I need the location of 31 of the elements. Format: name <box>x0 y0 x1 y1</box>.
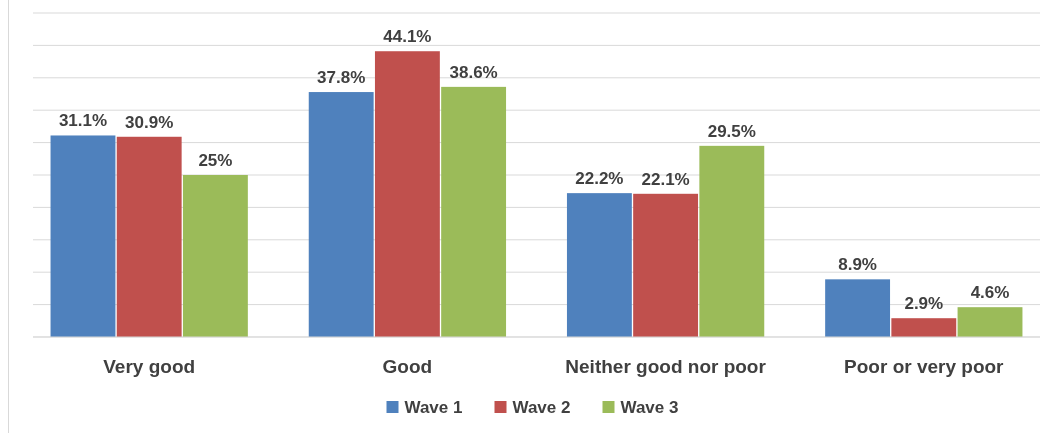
bar <box>957 307 1023 337</box>
bar <box>633 193 699 337</box>
data-label: 8.9% <box>838 255 877 275</box>
data-label: 31.1% <box>58 111 108 131</box>
x-tick-label: Neither good nor poor <box>565 356 767 377</box>
data-label: 2.9% <box>904 294 944 314</box>
bar <box>116 136 182 337</box>
bar <box>441 86 507 337</box>
bar <box>825 279 891 337</box>
data-label: 29.5% <box>707 121 756 141</box>
data-label: 44.1% <box>383 27 432 47</box>
legend-label: Wave 3 <box>620 398 679 417</box>
x-tick-label: Very good <box>103 356 196 377</box>
bar <box>699 145 765 337</box>
data-label: 37.8% <box>317 68 366 88</box>
bar <box>308 92 374 337</box>
data-label: 4.6% <box>970 283 1010 303</box>
data-label: 22.1% <box>641 169 690 189</box>
x-tick-label: Poor or very poor <box>844 356 1005 377</box>
bar <box>182 175 248 337</box>
bar <box>50 135 116 337</box>
data-label: 30.9% <box>125 112 174 132</box>
x-tick-label: Good <box>382 356 433 377</box>
bar <box>374 51 440 337</box>
legend-label: Wave 2 <box>512 398 571 417</box>
data-label: 22.2% <box>575 169 624 189</box>
data-label: 25% <box>198 151 233 170</box>
legend-label: Wave 1 <box>404 398 463 417</box>
data-label: 38.6% <box>449 62 498 82</box>
bar <box>891 318 957 337</box>
bar <box>566 193 632 337</box>
